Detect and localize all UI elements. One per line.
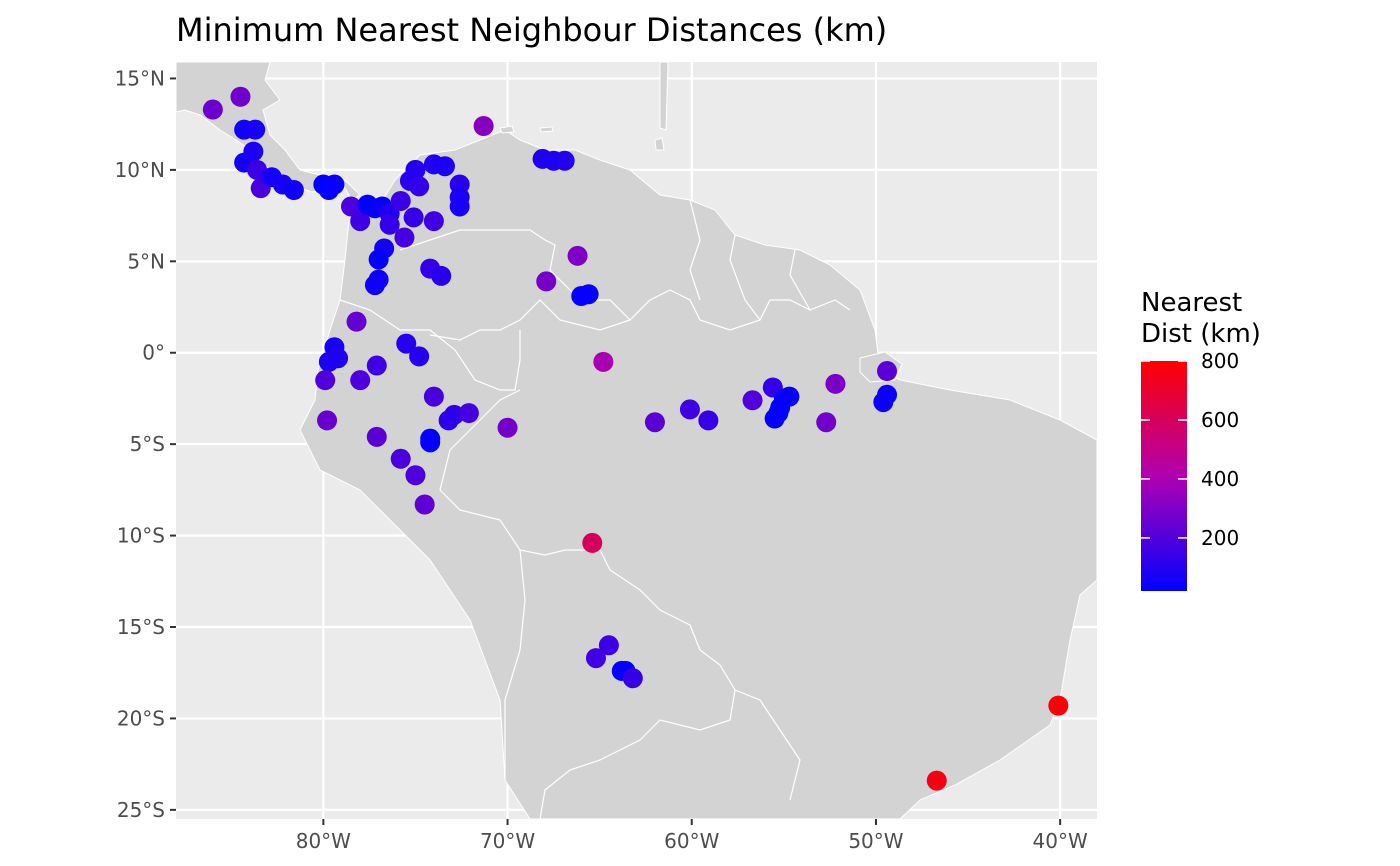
legend-title-line-1: Nearest [1141, 288, 1242, 318]
distance-point [458, 403, 479, 424]
distance-point [364, 275, 385, 296]
distance-point [396, 333, 417, 354]
distance-point [536, 271, 557, 292]
central-america-land [176, 62, 361, 201]
distance-point [567, 245, 588, 266]
y-tick-label: 0° [142, 341, 165, 365]
south-america-land [299, 129, 1097, 819]
distance-point [926, 770, 947, 791]
legend-ticks: 200 400 600 800 [1141, 349, 1239, 550]
legend-title-line-2: Dist (km) [1141, 319, 1261, 349]
distance-point [340, 196, 361, 217]
y-tick-label: 15°S [117, 615, 165, 639]
distance-point [816, 412, 837, 433]
distance-point [405, 159, 426, 180]
distance-point [390, 448, 411, 469]
distance-point [473, 115, 494, 136]
distance-point [283, 179, 304, 200]
distance-point [350, 211, 371, 232]
x-axis: 80°W 70°W 60°W 50°W 40°W [296, 819, 1088, 853]
distance-point [825, 373, 846, 394]
country-borders [339, 199, 851, 819]
distance-point [324, 174, 345, 195]
distance-point [247, 159, 268, 180]
legend-color-bar [1141, 361, 1187, 591]
y-tick-label: 5°S [130, 432, 165, 456]
y-axis: 15°N 10°N 5°N 0° 5°S 10°S 15°S 20°S 25°S [115, 66, 176, 822]
distance-point [554, 150, 575, 171]
distance-point [877, 361, 898, 382]
chart-title: Minimum Nearest Neighbour Distances (km) [176, 11, 887, 49]
legend-tick-label: 800 [1201, 349, 1239, 373]
y-tick-label: 25°S [117, 798, 165, 822]
distance-point [582, 532, 603, 553]
distance-point [403, 207, 424, 228]
distance-point [742, 390, 763, 411]
x-tick-label: 40°W [1033, 829, 1088, 853]
distance-point [379, 214, 400, 235]
y-tick-label: 10°N [115, 158, 165, 182]
distance-point [622, 668, 643, 689]
distance-point [578, 284, 599, 305]
y-tick-label: 5°N [127, 249, 165, 273]
distance-point [409, 176, 430, 197]
distance-point [644, 412, 665, 433]
y-tick-label: 20°S [117, 706, 165, 730]
legend-tick-label: 400 [1201, 467, 1239, 491]
distance-point [585, 648, 606, 669]
distance-point [434, 156, 455, 177]
distance-point [390, 190, 411, 211]
distance-point [1048, 695, 1069, 716]
distance-point [328, 348, 349, 369]
x-tick-label: 50°W [848, 829, 903, 853]
distance-point [423, 211, 444, 232]
y-tick-label: 15°N [115, 66, 165, 90]
x-tick-label: 80°W [296, 829, 351, 853]
distance-point [679, 399, 700, 420]
distance-point [598, 635, 619, 656]
distance-point [593, 351, 614, 372]
distance-point [698, 410, 719, 431]
distance-point [409, 346, 430, 367]
distance-point [449, 196, 470, 217]
distance-point [414, 494, 435, 515]
distance-point [366, 426, 387, 447]
distance-point [405, 465, 426, 486]
legend-tick-label: 200 [1201, 526, 1239, 550]
x-tick-label: 70°W [480, 829, 535, 853]
distance-point [394, 227, 415, 248]
distance-point [423, 386, 444, 407]
distance-point [420, 432, 441, 453]
distance-point [245, 119, 266, 140]
distance-point [368, 249, 389, 270]
distance-point [315, 370, 336, 391]
distance-point [346, 311, 367, 332]
distance-point [230, 86, 251, 107]
distance-point [431, 265, 452, 286]
distance-point [350, 370, 371, 391]
landmass [176, 62, 1097, 819]
y-tick-label: 10°S [117, 524, 165, 548]
caribbean-islands [499, 62, 669, 151]
distance-point [873, 392, 894, 413]
legend-tick-label: 600 [1201, 408, 1239, 432]
distance-point [202, 99, 223, 120]
distance-point [317, 410, 338, 431]
distance-points [202, 86, 1069, 791]
distance-point [764, 408, 785, 429]
distance-point [444, 404, 465, 425]
distance-point [366, 355, 387, 376]
distance-point [497, 417, 518, 438]
x-tick-label: 60°W [664, 829, 719, 853]
distance-point [243, 141, 264, 162]
legend: Nearest Dist (km) 200 400 600 800 [1141, 288, 1261, 591]
